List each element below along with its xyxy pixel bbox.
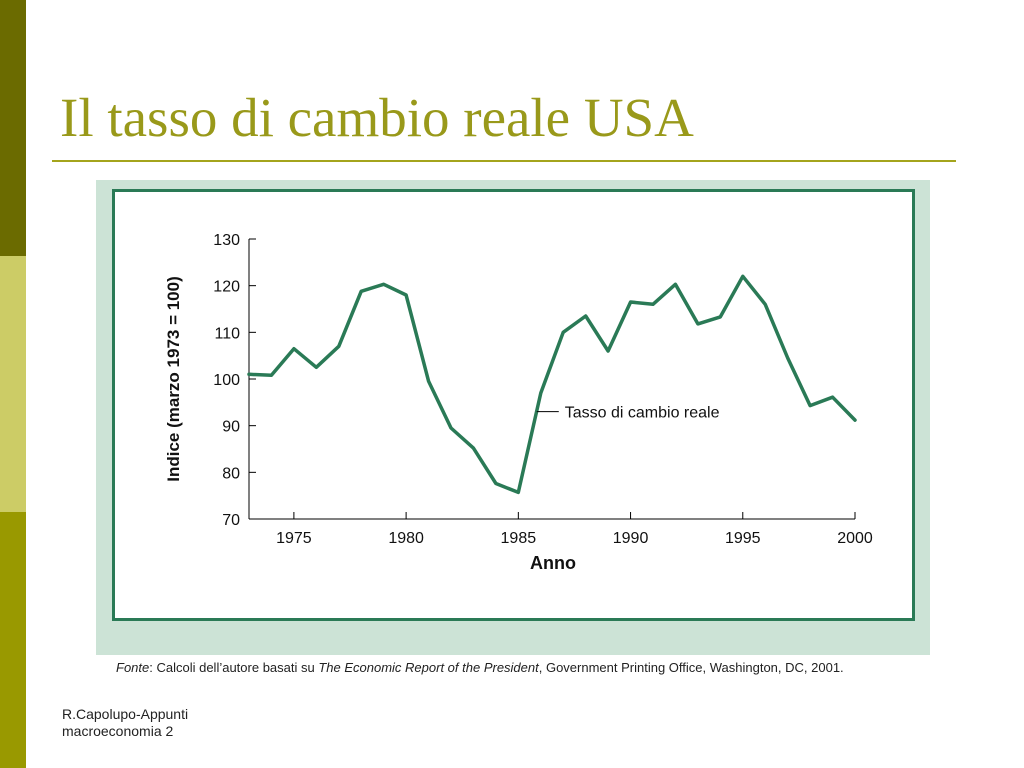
y-tick-label: 80 — [222, 465, 240, 482]
y-tick-label: 90 — [222, 419, 240, 436]
x-tick-label: 1985 — [501, 530, 537, 547]
side-bar-middle — [0, 256, 26, 512]
y-tick-label: 100 — [213, 372, 240, 389]
annotation-label: Tasso di cambio reale — [565, 405, 720, 422]
footer-author: R.Capolupo-Appunti — [62, 706, 189, 722]
x-tick-label: 1995 — [725, 530, 761, 547]
y-tick-label: 130 — [213, 232, 240, 249]
source-text-2: , Government Printing Office, Washington… — [538, 660, 844, 675]
source-prefix: Fonte — [116, 660, 150, 675]
chart-frame: 70 80 90 100 110 120 130 1975 1980 1985 1990 1995 20… — [112, 189, 915, 621]
source-text-1: : Calcoli dell’autore basati su — [149, 660, 319, 675]
footer-course: macroeconomia 2 — [62, 723, 174, 739]
side-bar-top — [0, 0, 26, 256]
footer: R.Capolupo-Appunti macroeconomia 2 — [62, 706, 188, 740]
y-tick-label: 120 — [213, 279, 240, 296]
x-tick-label: 1975 — [276, 530, 312, 547]
title-underline — [52, 160, 956, 162]
y-tick-label: 70 — [222, 512, 240, 529]
x-tick-label: 1990 — [613, 530, 649, 547]
x-tick-label: 2000 — [837, 530, 873, 547]
side-bar-bottom — [0, 512, 26, 768]
x-tick-label: 1980 — [388, 530, 424, 547]
exchange-rate-chart: 70 80 90 100 110 120 130 1975 1980 1985 1990 1995 20… — [164, 232, 873, 573]
source-publication: The Economic Report of the President — [318, 660, 539, 675]
y-axis-label: Indice (marzo 1973 = 100) — [164, 276, 183, 482]
source-note: Fonte: Calcoli dell’autore basati su The… — [116, 660, 936, 675]
y-tick-label: 110 — [214, 325, 240, 342]
x-axis-label: Anno — [530, 553, 576, 573]
slide-title: Il tasso di cambio reale USA — [60, 87, 694, 148]
series-line-0 — [247, 274, 857, 495]
chart-panel: 70 80 90 100 110 120 130 1975 1980 1985 1990 1995 20… — [96, 180, 930, 655]
